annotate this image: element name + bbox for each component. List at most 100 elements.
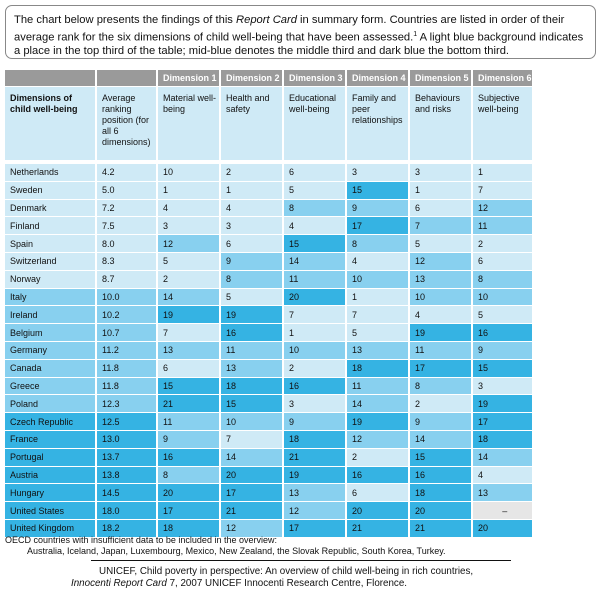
table-row: Switzerland 8.3 5 9 14 4 12 6 — [5, 252, 532, 271]
source-line-1: UNICEF, Child poverty in perspective: An… — [99, 566, 474, 577]
table-row: United States 18.0 17 21 12 20 20– — [5, 501, 532, 520]
average-rank: 10.2 — [96, 305, 158, 325]
table-row: Denmark 7.2 4 4 8 9 6 12 — [5, 199, 532, 218]
dimension-6-rank: 20 — [472, 519, 532, 538]
average-rank: 18.2 — [96, 519, 158, 538]
dimension-5-rank: 13 — [409, 270, 473, 289]
dimension-1-rank: 6 — [157, 359, 221, 378]
dimension-6-rank: – — [472, 501, 532, 520]
table-row: Hungary 14.5 20 17 13 6 18 13 — [5, 483, 532, 503]
dimension-2-rank: 10 — [220, 412, 284, 431]
country-name: Ireland — [5, 305, 97, 325]
footer-line-2: Australia, Iceland, Japan, Luxembourg, M… — [27, 546, 446, 556]
dimension-4-rank: 16 — [346, 466, 410, 485]
dimension-1-rank: 12 — [157, 234, 221, 253]
dimension-4-rank: 7 — [346, 305, 410, 325]
country-name: Switzerland — [5, 252, 97, 271]
dimension-2-rank: 9 — [220, 252, 284, 271]
country-name: Hungary — [5, 483, 97, 503]
avg-rank-header: Average ranking position (for all 6 dime… — [96, 86, 158, 164]
dimension-2-rank: 17 — [220, 483, 284, 503]
table-row: Poland 12.3 21 15 3 14 2 19 — [5, 394, 532, 414]
dimension-3-rank: 17 — [283, 519, 347, 538]
dimension-5-rank: 17 — [409, 359, 473, 378]
average-rank: 7.2 — [96, 199, 158, 218]
table-row: France 13.0 9 7 18 12 14 18 — [5, 430, 532, 449]
footnote-mark: 1 — [413, 30, 418, 38]
country-name: Germany — [5, 341, 97, 360]
dimension-5-rank: 19 — [409, 323, 473, 342]
dimension-1-rank: 7 — [157, 323, 221, 342]
dimension-5-rank: 21 — [409, 519, 473, 538]
intro-box: The chart below presents the findings of… — [5, 5, 596, 59]
dimension-2-rank: 18 — [220, 377, 284, 396]
dimension-4-header: Dimension 4 — [346, 70, 410, 87]
average-rank: 4.2 — [96, 162, 158, 182]
country-name: Spain — [5, 234, 97, 253]
average-rank: 18.0 — [96, 501, 158, 520]
table-row: Germany 11.2 13 11 10 13 11 9 — [5, 341, 532, 360]
dimension-5-rank: 10 — [409, 288, 473, 307]
dimension-2-name: Health and safety — [220, 86, 284, 164]
table-row: Austria 13.8 8 20 19 16 16 4 — [5, 466, 532, 485]
average-rank: 5.0 — [96, 181, 158, 200]
intro-italic: Report Card — [236, 14, 297, 26]
country-name: Poland — [5, 394, 97, 414]
dimension-4-rank: 12 — [346, 430, 410, 449]
average-rank: 13.0 — [96, 430, 158, 449]
dimension-5-rank: 1 — [409, 181, 473, 200]
dimension-4-rank: 11 — [346, 377, 410, 396]
dimension-5-rank: 3 — [409, 162, 473, 182]
table-row: Norway 8.7 2 8 11 10 13 8 — [5, 270, 532, 289]
dimension-1-rank: 16 — [157, 448, 221, 467]
country-name: Austria — [5, 466, 97, 485]
average-rank: 8.7 — [96, 270, 158, 289]
dimension-6-rank: 1 — [472, 162, 532, 182]
dimension-5-rank: 16 — [409, 466, 473, 485]
average-rank: 10.7 — [96, 323, 158, 342]
dimension-5-rank: 6 — [409, 199, 473, 218]
dimension-1-rank: 4 — [157, 199, 221, 218]
dimension-4-rank: 6 — [346, 483, 410, 503]
average-rank: 11.8 — [96, 377, 158, 396]
average-rank: 11.8 — [96, 359, 158, 378]
dimension-3-header: Dimension 3 — [283, 70, 347, 87]
country-name: United Kingdom — [5, 519, 97, 538]
dimension-5-header: Dimension 5 — [409, 70, 473, 87]
dimension-2-rank: 16 — [220, 323, 284, 342]
country-name: Sweden — [5, 181, 97, 200]
average-rank: 10.0 — [96, 288, 158, 307]
footer-divider — [91, 560, 511, 561]
average-rank: 12.3 — [96, 394, 158, 414]
dimension-2-rank: 5 — [220, 288, 284, 307]
dimension-6-rank: 5 — [472, 305, 532, 325]
dimension-2-rank: 6 — [220, 234, 284, 253]
dimension-5-rank: 11 — [409, 341, 473, 360]
country-name: Czech Republic — [5, 412, 97, 431]
dimension-2-rank: 12 — [220, 519, 284, 538]
table-row: Netherlands 4.2 10 2 6 3 3 1 — [5, 162, 532, 182]
dimension-2-header: Dimension 2 — [220, 70, 284, 87]
dimension-3-rank: 18 — [283, 430, 347, 449]
dimension-2-rank: 20 — [220, 466, 284, 485]
dimension-1-rank: 2 — [157, 270, 221, 289]
dimension-3-rank: 7 — [283, 305, 347, 325]
table-row: Czech Republic 12.5 11 10 9 19 9 17 — [5, 412, 532, 431]
dimension-4-rank: 9 — [346, 199, 410, 218]
country-name: Norway — [5, 270, 97, 289]
dimension-2-rank: 8 — [220, 270, 284, 289]
dimension-2-rank: 1 — [220, 181, 284, 200]
country-name: Denmark — [5, 199, 97, 218]
table-row: Canada 11.8 6 13 2 18 17 15 — [5, 359, 532, 378]
country-name: Greece — [5, 377, 97, 396]
dimension-6-header: Dimension 6 — [472, 70, 532, 87]
country-name: France — [5, 430, 97, 449]
dimension-5-rank: 9 — [409, 412, 473, 431]
country-name: Netherlands — [5, 162, 97, 182]
dimension-1-rank: 21 — [157, 394, 221, 414]
table-row: United Kingdom 18.2 18 12 17 21 21 20 — [5, 519, 532, 538]
table-row: Ireland 10.2 19 19 7 7 4 5 — [5, 305, 532, 325]
dimension-6-rank: 10 — [472, 288, 532, 307]
source-italic: Innocenti Report Card — [71, 578, 167, 589]
dimension-1-rank: 3 — [157, 216, 221, 236]
